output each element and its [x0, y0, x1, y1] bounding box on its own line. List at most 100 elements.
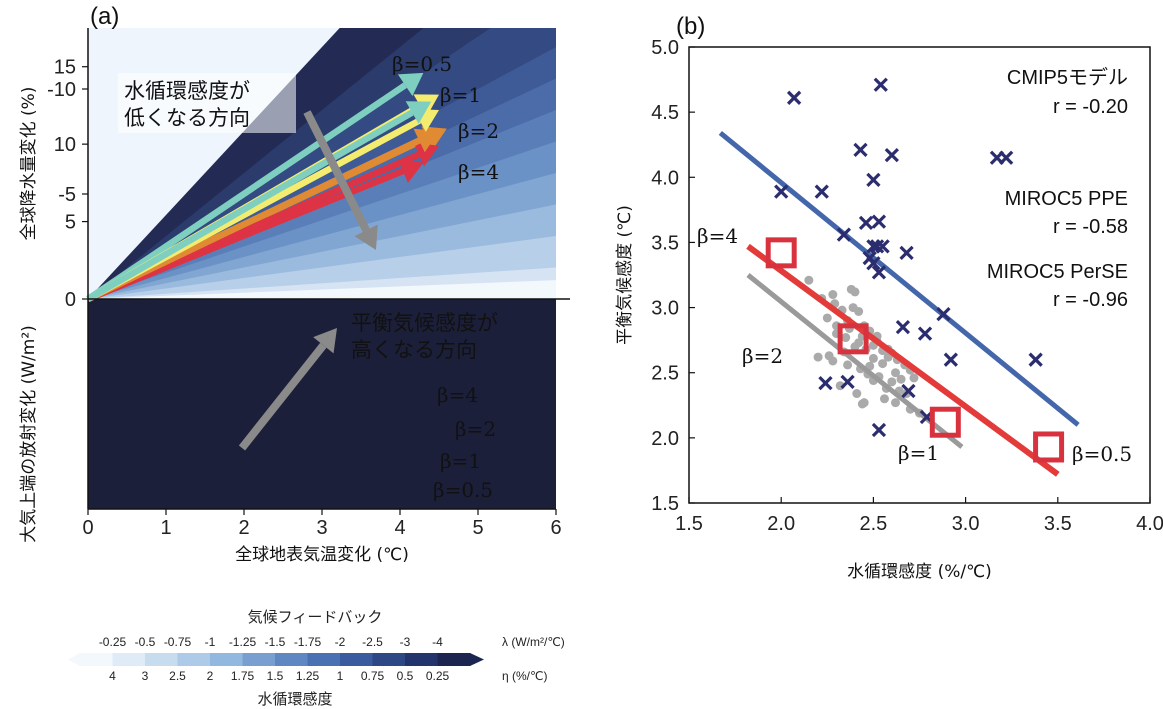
- ppe-point: [828, 290, 838, 300]
- x-tick-label: 1.5: [675, 513, 703, 535]
- colorbar-lambda-unit: λ (W/m²/℃): [502, 635, 565, 649]
- beta-arrow-head: [413, 128, 439, 153]
- ppe-point: [878, 359, 888, 369]
- colorbar-swatch: [405, 653, 438, 666]
- colorbar-tip: [470, 653, 484, 666]
- annotation-bg: [118, 73, 296, 133]
- colorbar-eta-label: 0.25: [426, 669, 450, 683]
- cross-stroke: [871, 214, 887, 229]
- y-tick-label: -10: [47, 79, 76, 101]
- beta-label: β=2: [455, 417, 496, 441]
- x-tick-label: 2.5: [859, 513, 887, 535]
- legend-ppe-r: r = -0.58: [1053, 216, 1128, 238]
- cmip5-point: [871, 214, 887, 229]
- cross-stroke: [895, 319, 911, 335]
- x-tick-label: 0: [82, 517, 93, 539]
- y-tick-label: 2.5: [651, 363, 679, 385]
- ppe-point: [868, 353, 878, 363]
- cross-stroke: [873, 77, 888, 92]
- y-tick-label: 2.0: [651, 428, 679, 450]
- y-axis-label: 平衡気候感度 (℃): [615, 205, 635, 345]
- cmip5-point: [943, 352, 958, 367]
- y-tick-label: 4.0: [651, 167, 679, 189]
- colorbar: 気候フィードバック-0.25 -0.5 -0.75 -1 -1.25 -1.5 -1.75-…: [68, 608, 565, 708]
- cross-stroke: [853, 142, 868, 158]
- colorbar-swatch: [307, 653, 341, 666]
- ppe-point: [896, 374, 906, 384]
- cmip5-point: [1028, 352, 1043, 367]
- cross-stroke: [899, 245, 914, 260]
- y-tick-label: 15: [54, 57, 76, 79]
- cmip5-point: [873, 77, 888, 92]
- cmip5-point: [899, 245, 914, 260]
- fan-bottom-light: [88, 280, 556, 299]
- colorbar-lambda-label: -1.25: [229, 635, 257, 649]
- colorbar-swatch: [437, 653, 471, 666]
- colorbar-eta-label: 1.75: [231, 669, 255, 683]
- colorbar-eta-label: 2: [207, 669, 214, 683]
- x-tick-label: 5: [472, 517, 483, 539]
- scatter-plot: [718, 77, 1080, 477]
- perse-point: [765, 237, 797, 269]
- colorbar-swatch: [242, 653, 276, 666]
- colorbar-lambda-label: -0.75: [164, 635, 192, 649]
- cross-stroke: [858, 215, 874, 231]
- cmip5-point: [866, 172, 881, 188]
- cmip5-point: [858, 215, 874, 231]
- cross-stroke: [774, 184, 789, 199]
- beta-arrow-head: [405, 101, 432, 124]
- colorbar-lambda-label: -1: [205, 635, 216, 649]
- ppe-point: [879, 394, 889, 404]
- colorbar-eta-label: 0.5: [397, 669, 414, 683]
- legend-labels: β=4 β=2 β=1 β=0.5 CMIP5モデル r = -0.20 MIROC5 PP…: [697, 66, 1132, 466]
- cmip5-point: [871, 265, 887, 280]
- x-tick-label: 3.0: [952, 513, 980, 535]
- x-tick-label: 2.0: [767, 513, 795, 535]
- beta-arrow-head: [398, 158, 424, 184]
- ppe-point: [841, 333, 851, 343]
- cross-stroke: [871, 265, 887, 280]
- cross-stroke: [818, 376, 833, 391]
- y-tick-label: 1.5: [651, 493, 679, 515]
- ppe-point: [850, 342, 860, 352]
- y-tick-label: 0: [65, 289, 76, 311]
- panel-a: β=0.5 β=1 β=2 β=4 β=4 β=2 β=1 β=0.5 水循環感度が低くなる方…: [19, 3, 570, 565]
- cmip5-point: [866, 256, 881, 271]
- colorbar-swatch: [112, 653, 146, 666]
- cross-stroke: [786, 90, 802, 105]
- cmip5-point: [884, 148, 899, 163]
- perse-point: [837, 323, 869, 355]
- annotation-text: 高くなる方向: [351, 338, 477, 362]
- x-tick-label: 2: [238, 517, 249, 539]
- colorbar-swatch: [177, 653, 211, 666]
- perse-label: β=0.5: [1072, 442, 1132, 466]
- ppe-point: [891, 368, 901, 378]
- beta-label: β=4: [437, 383, 478, 407]
- direction-arrow-shaft: [303, 110, 370, 233]
- beta-arrow-shaft: [86, 109, 414, 302]
- annotation-text: 平衡気候感度が: [351, 311, 498, 335]
- annotation-text: 水循環感度が: [124, 79, 250, 103]
- cmip5-point: [786, 90, 802, 105]
- axes-b: 1.5 2.0 2.5 3.0 3.5 4.0 1.5 2.0 2.5 3.0 3.5 4.0 4.5 5…: [615, 13, 1163, 582]
- y-tick-label: 10: [54, 134, 76, 156]
- colorbar-eta-label: 1.25: [296, 669, 320, 683]
- beta-label: β=0.5: [392, 52, 452, 76]
- colorbar-eta-label: 0.75: [361, 669, 385, 683]
- cross-stroke: [884, 148, 899, 163]
- cmip5-point: [840, 374, 855, 389]
- cross-stroke: [871, 422, 887, 438]
- direction-arrow-head: [313, 328, 337, 354]
- cmip5-point: [836, 227, 852, 242]
- perse-label: β=2: [742, 344, 783, 368]
- legend-perse-r: r = -0.96: [1053, 289, 1128, 311]
- x-tick-label: 3.5: [1044, 513, 1072, 535]
- beta-label: β=4: [458, 160, 499, 184]
- x-tick-label: 1: [160, 517, 171, 539]
- y-tick-label: 4.5: [651, 102, 679, 124]
- ppe-point: [843, 360, 853, 370]
- cross-stroke: [814, 184, 829, 199]
- x-axis-label: 水循環感度 (%/℃): [847, 562, 992, 582]
